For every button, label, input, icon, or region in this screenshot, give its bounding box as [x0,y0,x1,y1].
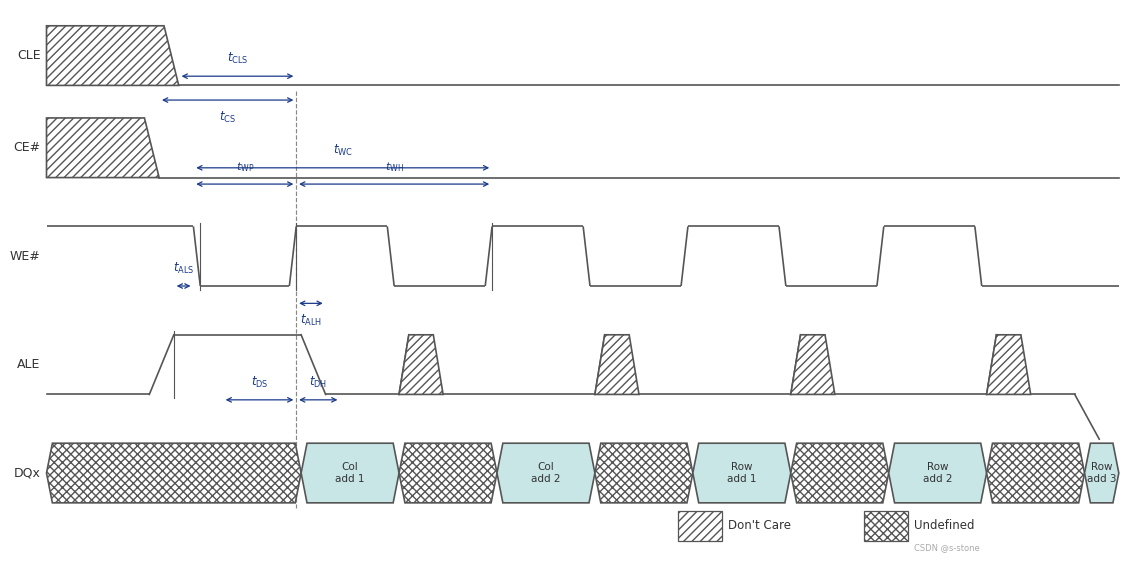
Polygon shape [986,443,1085,503]
Polygon shape [46,443,301,503]
Bar [864,511,909,541]
Polygon shape [791,335,835,395]
Text: Col
add 1: Col add 1 [336,462,365,484]
Bar [678,511,722,541]
Text: $t_{\mathsf{ALS}}$: $t_{\mathsf{ALS}}$ [173,261,194,276]
Text: $t_{\mathsf{CLS}}$: $t_{\mathsf{CLS}}$ [227,51,249,66]
Text: $t_{\mathsf{WC}}$: $t_{\mathsf{WC}}$ [332,143,353,158]
Polygon shape [693,443,791,503]
Text: WE#: WE# [10,250,41,263]
Text: Col
add 2: Col add 2 [531,462,560,484]
Text: $t_{\mathsf{WP}}$: $t_{\mathsf{WP}}$ [235,161,254,174]
Polygon shape [1085,443,1119,503]
Polygon shape [46,26,179,85]
Text: Don't Care: Don't Care [728,519,791,533]
Text: Row
add 1: Row add 1 [727,462,757,484]
Polygon shape [888,443,986,503]
Polygon shape [594,335,638,395]
Text: CSDN @s-stone: CSDN @s-stone [914,543,980,553]
Polygon shape [594,443,693,503]
Text: $t_{\mathsf{ALH}}$: $t_{\mathsf{ALH}}$ [299,313,322,328]
Text: CE#: CE# [14,141,41,154]
Text: $t_{\mathsf{DH}}$: $t_{\mathsf{DH}}$ [310,375,328,390]
Polygon shape [46,118,159,177]
Text: Row
add 2: Row add 2 [923,462,953,484]
Polygon shape [986,335,1031,395]
Text: $t_{\mathsf{WH}}$: $t_{\mathsf{WH}}$ [384,161,403,174]
Polygon shape [301,443,399,503]
Text: Row
add 3: Row add 3 [1087,462,1116,484]
Polygon shape [399,443,497,503]
Polygon shape [791,443,888,503]
Text: ALE: ALE [17,358,41,371]
Text: DQx: DQx [14,467,41,479]
Text: $t_{\mathsf{DS}}$: $t_{\mathsf{DS}}$ [251,375,268,390]
Text: CLE: CLE [17,49,41,62]
Polygon shape [399,335,443,395]
Text: Undefined: Undefined [914,519,975,533]
Text: $t_{\mathsf{CS}}$: $t_{\mathsf{CS}}$ [219,110,236,125]
Polygon shape [497,443,594,503]
